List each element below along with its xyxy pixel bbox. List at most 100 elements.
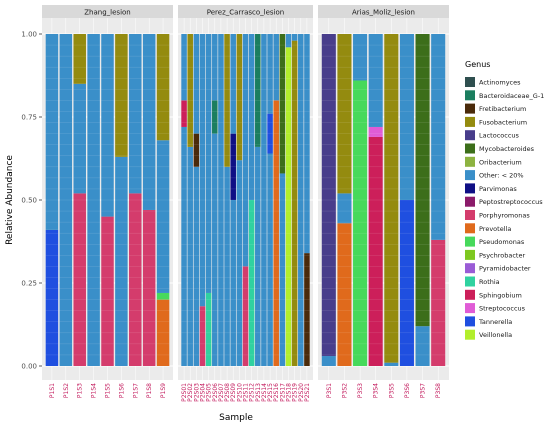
legend-swatch — [465, 276, 475, 287]
bar-segment-prevotella — [273, 100, 279, 367]
bar-segment-fusobacterium — [187, 34, 193, 147]
x-tick-label: P2S07 — [218, 383, 225, 402]
legend: Genus Actinomyces Bacteroidaceae_G-1 Freti… — [465, 60, 544, 340]
x-tick-label: P2S21 — [304, 383, 311, 402]
facet-arias-moliz-lesion: Arias_Moliz_lesion P3S1 P3S2 P3S3 P3S4 P3S5 P3… — [318, 5, 449, 398]
x-tick-label: P2S10 — [236, 383, 243, 402]
legend-item-veillonella: Veillonella — [465, 329, 512, 340]
bar-segment-mycobacteroides — [279, 34, 286, 174]
legend-swatch — [465, 249, 475, 260]
bar-p2s18 — [285, 34, 292, 366]
bar-segment-other-20 — [337, 193, 352, 224]
legend-swatch — [465, 196, 475, 207]
bar-segment-streptococcus — [368, 126, 383, 137]
bar-p2s17 — [279, 34, 286, 366]
x-tick-label: P2S09 — [230, 383, 237, 402]
facet-strip — [318, 5, 449, 18]
bar-p2s04 — [199, 34, 206, 366]
x-tick-label: P3S5 — [388, 383, 395, 398]
x-tick-label: P3S3 — [357, 383, 364, 398]
legend-item-mycobacteroides: Mycobacteroides — [465, 143, 535, 154]
x-tick-label: P3S1 — [326, 383, 333, 398]
legend-swatch — [465, 210, 475, 220]
legend-label: Fusobacterium — [479, 118, 527, 126]
bar-segment-porphyromonas — [129, 193, 142, 366]
bar-segment-other-20 — [156, 140, 170, 293]
bar-segment-other-20 — [230, 200, 236, 366]
bar-p3s3 — [353, 34, 368, 366]
bar-segment-other-20 — [193, 34, 200, 134]
legend-label: Pyramidobacter — [479, 265, 531, 273]
legend-swatch — [465, 183, 475, 194]
x-tick-label: P2S15 — [267, 383, 274, 402]
bar-segment-other-20 — [321, 356, 336, 366]
legend-label: Pseudomonas — [479, 238, 525, 246]
bar-segment-other-20 — [181, 34, 187, 101]
legend-label: Fretibacterium — [479, 105, 526, 113]
legend-swatch — [465, 223, 475, 234]
bar-segment-fusobacterium — [115, 34, 128, 157]
bar-p1s7 — [129, 34, 142, 366]
y-tick-label: 0.25 — [21, 280, 37, 288]
bar-segment-fusobacterium — [224, 34, 230, 167]
bar-p1s3 — [73, 34, 86, 366]
x-tick-label: P2S04 — [200, 383, 207, 402]
x-tick-label: P1S9 — [160, 383, 167, 398]
bar-segment-other-20 — [45, 34, 59, 230]
x-tick-label: P2S13 — [255, 383, 262, 402]
bar-segment-other-20 — [431, 34, 446, 240]
bar-p1s1 — [45, 34, 59, 366]
x-axis-title: Sample — [219, 413, 253, 423]
x-tick-label: P1S7 — [132, 383, 139, 398]
legend-swatch — [465, 236, 475, 247]
legend-item-streptococcus: Streptococcus — [465, 303, 526, 314]
bar-segment-other-20 — [399, 34, 414, 200]
bar-segment-other-20 — [298, 34, 304, 366]
legend-item-actinomyces: Actinomyces — [465, 77, 521, 87]
x-tick-label: P2S19 — [292, 383, 299, 402]
x-tick-label: P3S2 — [341, 383, 348, 398]
bar-segment-porphyromonas — [101, 216, 114, 366]
bar-segment-other-20 — [181, 126, 187, 367]
x-tick-label: P1S6 — [118, 383, 125, 398]
bar-p1s8 — [142, 34, 156, 366]
x-tick-label: P2S16 — [273, 383, 280, 402]
bar-p2s06 — [212, 34, 218, 366]
bar-segment-pseudomonas — [156, 292, 170, 300]
bar-segment-fusobacterium — [73, 34, 86, 84]
bar-p2s01 — [181, 34, 187, 367]
bar-segment-other-20 — [255, 146, 261, 366]
legend-swatch — [465, 156, 475, 167]
facet-panels: Zhang_lesion P1S1 P1S2 P1S3 P1S4 P1S5 P1S6 P1S7… — [42, 5, 449, 402]
x-tick-label: P2S08 — [224, 383, 231, 402]
bar-p2s13 — [255, 34, 261, 366]
facet-strip — [178, 5, 313, 18]
x-tick-label: P2S20 — [298, 383, 305, 402]
x-tick-label: P2S17 — [279, 383, 286, 402]
legend-swatch — [465, 329, 475, 340]
legend-label: Mycobacteroides — [479, 145, 535, 153]
bar-p2s09 — [230, 34, 236, 366]
bar-segment-other-20 — [212, 133, 218, 366]
legend-title: Genus — [465, 60, 490, 69]
legend-swatch — [465, 289, 475, 300]
bar-segment-other-20 — [193, 166, 200, 366]
legend-item-pseudomonas: Pseudomonas — [465, 236, 525, 247]
x-tick-label: P1S2 — [63, 383, 70, 398]
legend-label: Lactococcus — [479, 132, 520, 140]
legend-label: Peptostreptococcus — [479, 198, 543, 206]
bar-segment-other-20 — [304, 34, 310, 254]
x-tick-label: P1S5 — [105, 383, 112, 398]
bar-segment-other-20 — [384, 362, 399, 366]
bar-segment-prevotella — [337, 223, 352, 366]
bar-p2s05 — [205, 34, 212, 366]
bar-p1s6 — [115, 34, 128, 366]
legend-label: Psychrobacter — [479, 251, 525, 259]
bar-segment-sphingobium — [181, 100, 187, 127]
facet-strip-label: Arias_Moliz_lesion — [352, 9, 415, 17]
legend-swatch — [465, 103, 475, 114]
bar-p2s15 — [267, 34, 273, 366]
bar-segment-other-20 — [368, 34, 383, 127]
legend-label: Veillonella — [479, 331, 512, 339]
legend-swatch — [465, 77, 475, 87]
